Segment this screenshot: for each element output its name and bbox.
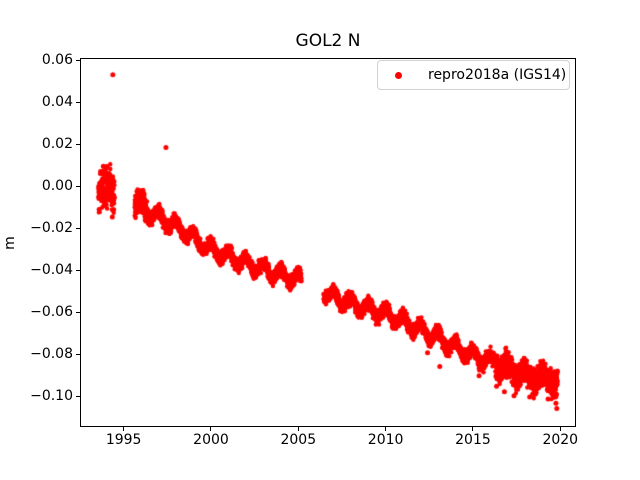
chart-title: GOL2 N xyxy=(295,31,361,51)
x-tick-label: 2005 xyxy=(280,432,317,448)
y-tick-mark xyxy=(76,396,80,398)
y-tick-mark xyxy=(76,354,80,356)
legend-label: repro2018a (IGS14) xyxy=(428,67,567,83)
x-tick-label: 2010 xyxy=(367,432,404,448)
y-tick-label: −0.08 xyxy=(30,346,73,363)
y-tick-label: −0.06 xyxy=(30,304,73,321)
y-tick-mark xyxy=(76,312,80,314)
x-tick-label: 2020 xyxy=(542,432,579,448)
scatter-points-canvas xyxy=(80,58,576,427)
y-tick-mark xyxy=(76,59,80,61)
y-tick-mark xyxy=(76,101,80,103)
y-tick-label: 0.02 xyxy=(41,135,73,152)
x-tick-mark xyxy=(210,427,212,431)
x-tick-mark xyxy=(123,427,125,431)
y-tick-label: −0.10 xyxy=(30,388,73,405)
x-tick-mark xyxy=(472,427,474,431)
x-tick-mark xyxy=(559,427,561,431)
y-tick-mark xyxy=(76,228,80,229)
y-tick-label: 0.04 xyxy=(41,93,73,110)
y-tick-mark xyxy=(76,185,80,187)
x-tick-mark xyxy=(385,427,387,431)
y-tick-mark xyxy=(76,143,80,145)
y-tick-mark xyxy=(76,270,80,272)
y-axis-label: m xyxy=(2,236,18,250)
x-tick-label: 2015 xyxy=(455,432,491,448)
y-tick-label: −0.04 xyxy=(30,262,73,279)
x-tick-label: 1995 xyxy=(105,432,142,448)
legend-marker-icon xyxy=(395,71,402,79)
legend-box: repro2018a (IGS14) xyxy=(377,60,570,90)
y-tick-label: −0.02 xyxy=(30,220,73,236)
y-tick-label: 0.00 xyxy=(41,177,73,194)
x-tick-label: 2000 xyxy=(193,432,229,448)
y-tick-label: 0.06 xyxy=(41,51,73,68)
x-tick-mark xyxy=(297,427,299,431)
